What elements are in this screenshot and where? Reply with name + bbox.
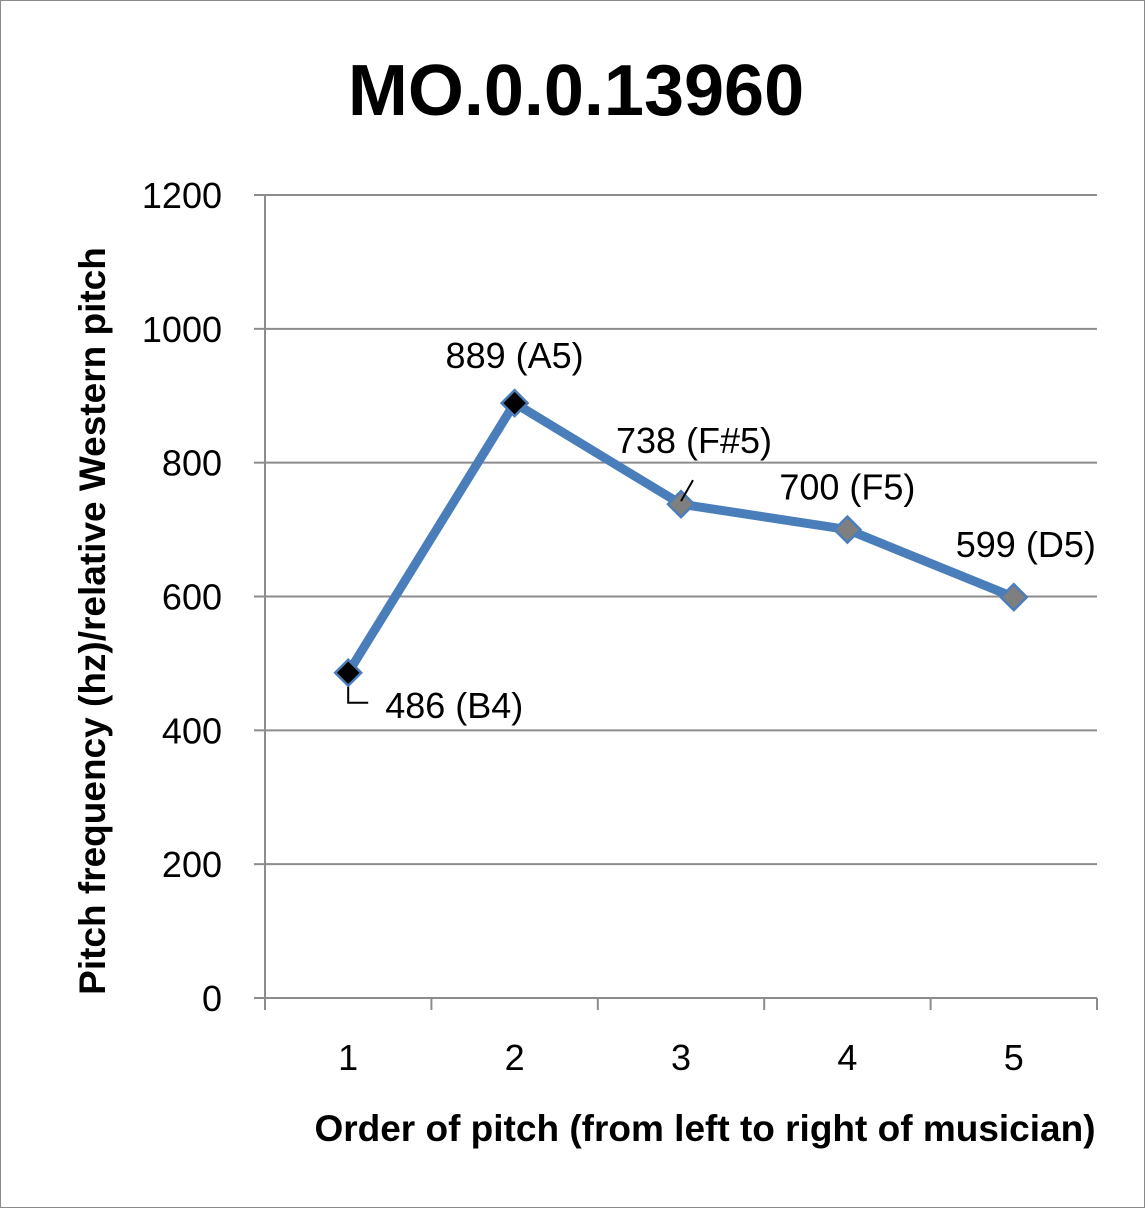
x-tick-label: 4 [837, 1037, 857, 1078]
data-label: 700 (F5) [779, 467, 915, 508]
data-label: 486 (B4) [385, 685, 523, 726]
x-tick-labels: 1 2 3 4 5 [338, 1037, 1024, 1078]
data-marker [333, 658, 363, 688]
data-marker [999, 582, 1029, 612]
x-tick-label: 5 [1004, 1037, 1024, 1078]
x-tick-label: 2 [505, 1037, 525, 1078]
label-leader-line [347, 686, 369, 704]
y-tick-label: 1000 [142, 309, 222, 350]
y-tick-label: 800 [162, 443, 222, 484]
data-marker [832, 514, 863, 545]
data-markers [333, 388, 1029, 688]
gridlines [265, 194, 1097, 866]
x-axis-title: Order of pitch (from left to right of mu… [314, 1108, 1095, 1149]
y-tick-label: 400 [162, 710, 222, 751]
data-label: 738 (F#5) [616, 420, 772, 461]
data-labels: 486 (B4) 889 (A5) 738 (F#5)700 (F5) 599 (D5… [347, 335, 1096, 726]
y-tick-label: 200 [162, 844, 222, 885]
y-tick-label: 1200 [142, 175, 222, 216]
x-tick-label: 3 [671, 1037, 691, 1078]
y-tick-label: 0 [202, 978, 222, 1019]
data-marker [666, 489, 696, 519]
y-tick-labels: 0 200 400 600 800 1000 1200 [142, 175, 222, 1019]
label-leader-line [680, 479, 694, 502]
x-tick-label: 1 [338, 1037, 358, 1078]
y-axis-title: Pitch frequency (hz)/relative Western pi… [72, 247, 113, 995]
axes [254, 194, 1098, 1010]
data-label: 889 (A5) [446, 335, 584, 376]
data-marker [499, 388, 530, 418]
chart-title: MO.0.0.13960 [348, 51, 804, 131]
y-tick-label: 600 [162, 577, 222, 618]
data-label: 599 (D5) [956, 524, 1096, 565]
